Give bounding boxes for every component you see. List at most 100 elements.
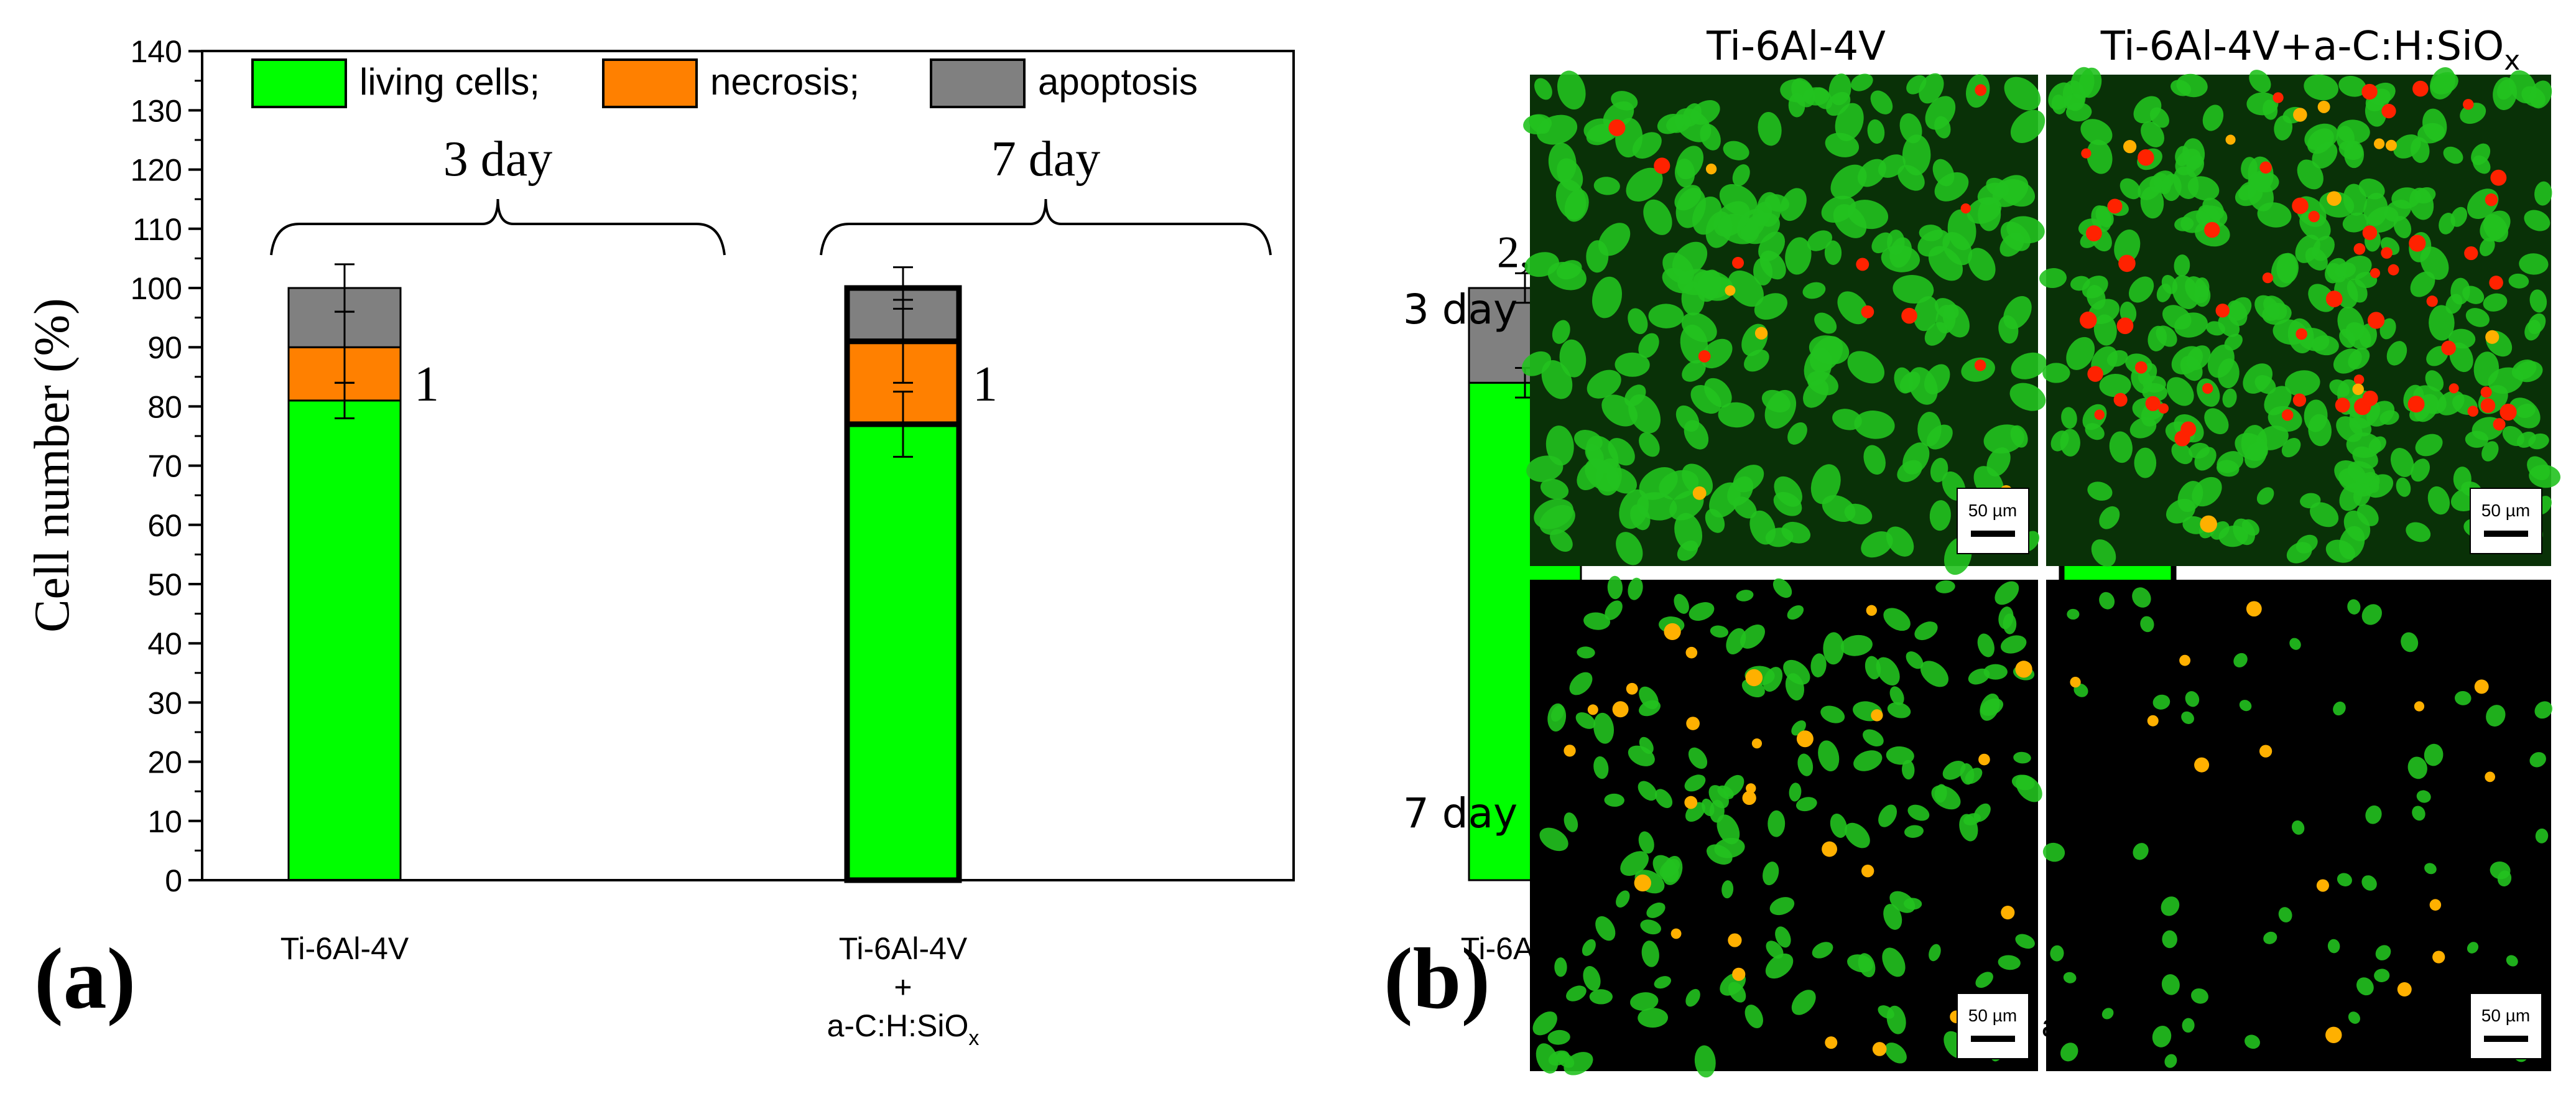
living-cell xyxy=(1685,988,1700,1007)
apoptotic-cell xyxy=(2485,330,2500,344)
living-cell xyxy=(1710,625,1729,638)
living-cell xyxy=(1766,941,1784,959)
scale-bar-label: 50 µm xyxy=(2481,1006,2530,1025)
living-cell xyxy=(2535,828,2549,843)
apoptotic-cell xyxy=(1670,928,1682,939)
living-cell xyxy=(1845,822,1870,848)
living-cell xyxy=(1582,939,1596,956)
dead-cell xyxy=(2087,366,2103,382)
living-cell xyxy=(2042,842,2065,862)
living-cell xyxy=(2329,379,2350,397)
living-cell xyxy=(1899,113,1922,144)
living-cell xyxy=(2263,295,2287,320)
apoptotic-cell xyxy=(1564,745,1576,757)
living-cell xyxy=(2407,756,2427,779)
living-cell xyxy=(1684,420,1709,450)
living-cell xyxy=(2411,458,2430,482)
living-cell xyxy=(2257,202,2292,228)
living-cell xyxy=(2067,608,2080,620)
legend: living cells; necrosis; apoptosis xyxy=(251,58,1198,108)
living-cell xyxy=(2181,711,2194,724)
living-cell xyxy=(1641,941,1659,967)
apoptotic-cell xyxy=(2317,100,2330,113)
living-cell xyxy=(2333,701,2346,716)
apoptotic-cell xyxy=(1742,791,1756,806)
living-cell xyxy=(1929,944,1941,962)
living-cell xyxy=(2528,433,2549,450)
living-cell xyxy=(1688,747,1708,769)
dead-cell xyxy=(2308,210,2320,223)
row-label-7-day: 7 day xyxy=(1403,789,1517,837)
living-cell xyxy=(1583,966,1601,992)
living-cell xyxy=(1787,422,1807,445)
living-cell xyxy=(2006,216,2045,244)
living-cell xyxy=(1608,438,1635,466)
living-cell xyxy=(1593,177,1620,195)
living-cell xyxy=(1870,90,1893,114)
living-cell xyxy=(2312,142,2338,169)
apoptotic-cell xyxy=(2316,879,2329,892)
living-cell xyxy=(1978,198,2001,231)
dead-cell xyxy=(2215,304,2230,318)
dead-cell xyxy=(1732,257,1744,269)
dead-cell xyxy=(2409,235,2426,252)
living-cell xyxy=(2424,863,2437,875)
living-cell xyxy=(1556,260,1582,280)
scale-bar xyxy=(1971,1036,2015,1042)
living-cell xyxy=(1534,78,1552,100)
living-cell xyxy=(2356,977,2374,996)
apoptotic-cell xyxy=(2414,701,2425,712)
living-cell xyxy=(2353,483,2371,506)
living-cell xyxy=(1887,702,1911,718)
living-cell xyxy=(1840,634,1873,656)
living-cell xyxy=(2166,377,2194,406)
living-cell xyxy=(2496,79,2514,100)
living-cell xyxy=(1575,712,1596,729)
apoptotic-cell xyxy=(2200,515,2217,533)
apoptotic-cell xyxy=(2474,679,2489,694)
living-cell xyxy=(1924,364,1950,395)
apoptotic-cell xyxy=(2246,601,2262,617)
living-cell xyxy=(2177,481,2203,513)
living-cell xyxy=(1616,890,1630,908)
living-cell xyxy=(2524,319,2541,341)
living-cell xyxy=(1566,985,1587,1001)
living-cell xyxy=(1628,308,1648,335)
plot-frame xyxy=(201,50,1295,881)
living-cell xyxy=(1717,785,1734,799)
living-cell xyxy=(1674,185,1702,211)
legend-swatch xyxy=(930,58,1026,108)
living-cell xyxy=(2415,434,2443,457)
apoptotic-cell xyxy=(1796,730,1814,748)
living-cell xyxy=(1674,513,1703,552)
apoptotic-cell xyxy=(1861,865,1874,878)
living-cell xyxy=(1677,269,1715,295)
living-cell xyxy=(2325,539,2355,563)
living-cell xyxy=(2180,210,2210,233)
legend-swatch xyxy=(251,58,347,108)
dead-cell xyxy=(2361,83,2378,100)
living-cell xyxy=(1854,411,1895,439)
apoptotic-cell xyxy=(1822,841,1838,857)
scale-bar-label: 50 µm xyxy=(2481,501,2530,520)
dead-cell xyxy=(2362,225,2378,241)
living-cell xyxy=(2087,139,2113,174)
living-cell xyxy=(1913,296,1939,332)
living-cell xyxy=(1942,760,1966,780)
living-cell xyxy=(1932,159,1955,187)
living-cell xyxy=(2207,344,2235,378)
living-cell xyxy=(1810,464,1841,504)
living-cell xyxy=(2506,955,2518,967)
dead-cell xyxy=(2381,247,2393,259)
y-tick-label: 100 xyxy=(131,271,182,306)
apoptotic-cell xyxy=(2194,757,2210,773)
apoptotic-cell xyxy=(1634,874,1651,892)
living-cell xyxy=(2454,691,2472,705)
living-cell xyxy=(1853,750,1883,771)
living-cell xyxy=(2140,616,2154,633)
living-cell xyxy=(2327,939,2340,954)
living-cell xyxy=(2129,417,2157,439)
living-cell xyxy=(1847,954,1874,973)
living-cell xyxy=(2347,599,2361,615)
micrograph-tile: 50 µm xyxy=(1530,575,2042,1078)
